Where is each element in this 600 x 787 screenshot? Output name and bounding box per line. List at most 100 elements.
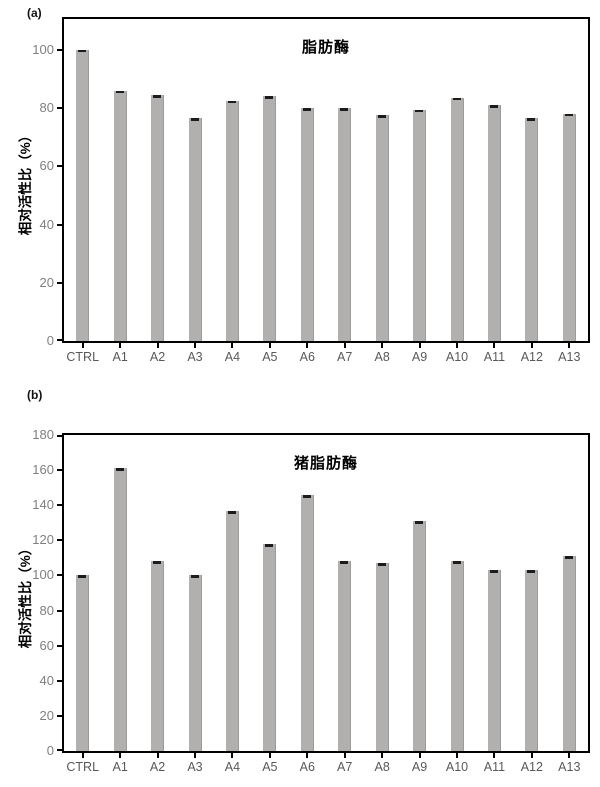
- x-axis-tick: [156, 343, 159, 348]
- x-axis-label-A5: A5: [262, 760, 278, 774]
- x-axis-label-A1: A1: [112, 760, 128, 774]
- x-axis-label-A10: A10: [445, 760, 469, 774]
- x-axis-label-CTRL: CTRL: [66, 350, 100, 364]
- error-bar-cap: [153, 95, 162, 98]
- error-bar-cap: [115, 90, 124, 94]
- error-bar-cap: [302, 108, 311, 111]
- x-axis-label-A12: A12: [520, 350, 543, 364]
- x-axis-tick: [306, 343, 309, 348]
- y-axis-tick: [57, 644, 64, 647]
- x-axis-label-A8: A8: [374, 760, 390, 774]
- panel-label-b: (b): [27, 388, 43, 402]
- x-axis-tick: [231, 343, 234, 348]
- x-axis-label-A13: A13: [558, 760, 581, 774]
- x-axis-tick: [456, 343, 458, 348]
- x-axis-tick: [418, 753, 421, 758]
- bar-A2: [151, 95, 165, 341]
- bar-A1: [113, 90, 127, 341]
- bar-A3: [188, 118, 202, 341]
- bar-A1: [113, 468, 127, 751]
- x-axis-tick: [568, 753, 571, 758]
- y-axis-tick-label: 100: [32, 567, 54, 583]
- x-axis-tick: [343, 343, 346, 348]
- x-axis-tick: [81, 343, 84, 348]
- y-axis-tick: [57, 714, 64, 717]
- y-axis-tick: [57, 574, 64, 577]
- bar-A11: [487, 570, 501, 751]
- x-axis-tick: [194, 753, 196, 758]
- y-axis-tick-label: 80: [39, 100, 54, 116]
- bar-A11: [487, 105, 501, 341]
- bar-A4: [225, 100, 239, 341]
- y-axis-tick: [57, 48, 64, 51]
- error-bar-cap: [527, 570, 536, 574]
- chart-a-plot-area: 脂肪酶 0 20 40 60 80 100 CTRL A1 A2 A3 A4 A5 A6 A7 A8 A9 A1…: [32, 17, 590, 364]
- chart-a-y-axis-label: 相对活性比（%）: [18, 128, 33, 236]
- error-bar-cap: [489, 570, 498, 574]
- y-axis-tick: [57, 679, 64, 682]
- x-axis-label-A7: A7: [337, 760, 353, 774]
- x-axis-label-A11: A11: [483, 350, 506, 364]
- y-axis-tick-label: 60: [39, 637, 54, 653]
- y-axis-tick: [57, 469, 64, 472]
- x-axis-label-A10: A10: [445, 350, 469, 364]
- bar-A4: [225, 510, 239, 751]
- x-axis-tick: [493, 343, 496, 348]
- x-axis-tick: [119, 343, 122, 348]
- error-bar-cap: [190, 575, 199, 579]
- y-axis-tick: [57, 165, 64, 168]
- y-axis-tick: [57, 609, 64, 612]
- error-bar-cap: [340, 108, 349, 111]
- x-axis-tick: [568, 343, 571, 348]
- y-axis-tick-label: 80: [39, 602, 54, 618]
- x-axis-tick: [418, 343, 421, 348]
- x-axis-label-A4: A4: [224, 760, 241, 774]
- x-axis-label-A8: A8: [374, 350, 390, 364]
- y-axis-tick-label: 40: [39, 216, 54, 232]
- error-bar-cap: [227, 100, 236, 104]
- x-axis-tick: [268, 753, 271, 758]
- x-axis-label-A11: A11: [483, 760, 506, 774]
- x-axis-label-A12: A12: [520, 760, 543, 774]
- bar-A9: [413, 521, 427, 751]
- bar-CTRL: [76, 575, 90, 751]
- error-bar-cap: [415, 109, 424, 113]
- error-bar-cap: [564, 556, 573, 560]
- y-axis-tick: [57, 539, 64, 542]
- chart-b-y-axis-label: 相对活性比（%）: [18, 541, 33, 649]
- bar-A13: [562, 113, 576, 341]
- error-bar-cap: [227, 510, 236, 514]
- x-axis-tick: [381, 753, 384, 758]
- error-bar-cap: [452, 97, 461, 101]
- x-axis-tick: [343, 753, 346, 758]
- bar-A12: [525, 118, 539, 341]
- x-axis-label-CTRL: CTRL: [66, 760, 100, 774]
- bar-CTRL: [76, 49, 90, 341]
- bar-A8: [375, 563, 389, 751]
- y-axis-tick: [57, 504, 64, 507]
- error-bar-cap: [115, 468, 124, 472]
- y-axis-tick-label: 160: [32, 462, 54, 478]
- y-axis-tick: [57, 339, 64, 341]
- error-bar-cap: [377, 563, 386, 567]
- y-axis-tick-label: 0: [46, 743, 54, 758]
- x-axis-label-A9: A9: [411, 760, 428, 774]
- panel-label-a: (a): [27, 6, 42, 20]
- error-bar-cap: [265, 96, 274, 99]
- error-bar-cap: [190, 118, 199, 121]
- y-axis-tick: [57, 435, 64, 437]
- error-bar-cap: [527, 118, 536, 121]
- bar-A2: [151, 561, 165, 751]
- x-axis-label-A6: A6: [299, 760, 315, 774]
- error-bar-cap: [564, 113, 573, 117]
- error-bar-cap: [489, 105, 498, 108]
- chart-a-title: 脂肪酶: [301, 39, 350, 56]
- bar-A6: [300, 494, 314, 751]
- x-axis-tick: [231, 753, 234, 758]
- y-axis-tick-label: 60: [39, 158, 54, 174]
- bar-A10: [450, 97, 464, 341]
- bar-A3: [188, 575, 202, 751]
- y-axis-tick: [57, 749, 64, 751]
- x-axis-label-A2: A2: [149, 350, 166, 364]
- error-bar-cap: [302, 494, 311, 498]
